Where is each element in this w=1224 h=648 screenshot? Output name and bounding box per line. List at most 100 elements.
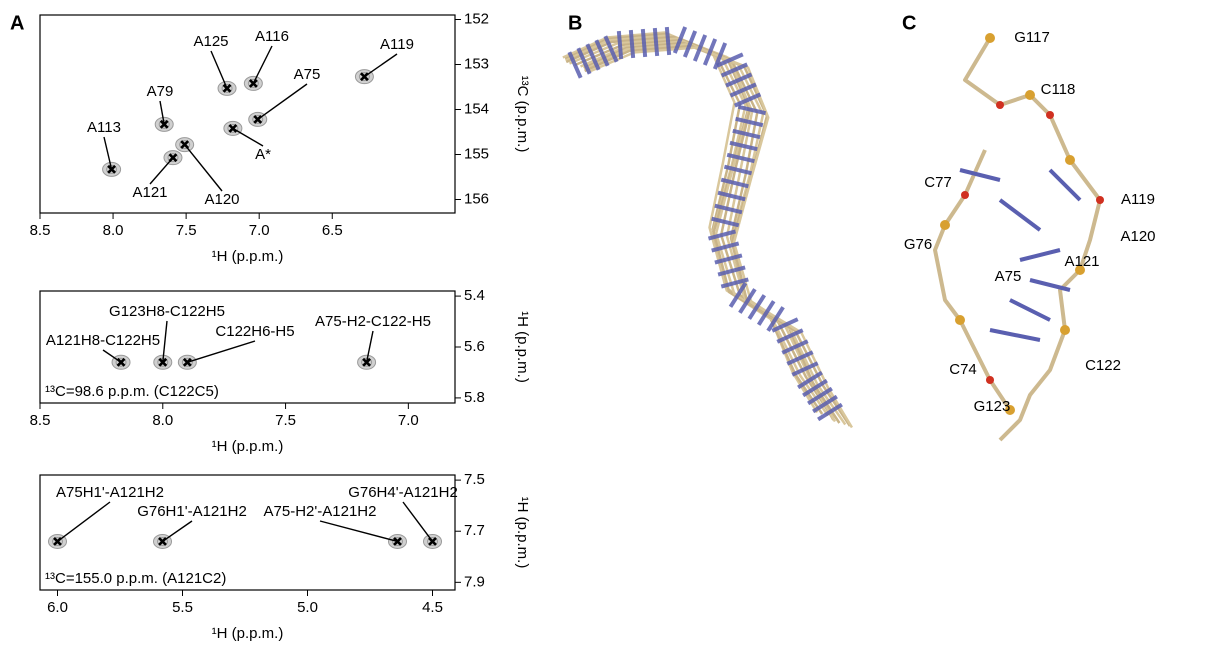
leader-line	[252, 45, 273, 84]
contour	[157, 536, 168, 546]
annotation: ¹³C=98.6 p.p.m. (C122C5)	[45, 383, 219, 400]
base-stack	[728, 282, 748, 308]
base-stack	[807, 386, 833, 406]
base-stack	[729, 82, 757, 98]
base-stack	[812, 394, 838, 414]
base-stack	[702, 38, 718, 66]
leader-line	[210, 50, 228, 89]
contour	[427, 536, 438, 546]
x-tick-label: 7.5	[176, 222, 197, 239]
contour	[361, 357, 373, 367]
contour	[392, 536, 403, 546]
base-stack	[714, 253, 743, 265]
x-tick-label: 5.5	[172, 599, 193, 616]
leader-line	[162, 320, 168, 363]
x-tick-label: 5.0	[297, 599, 318, 616]
y-tick-label: 153	[464, 55, 489, 72]
base	[1019, 248, 1061, 262]
plot-frame	[39, 14, 456, 214]
base-stack	[717, 265, 746, 277]
y-tick-label: 5.4	[464, 287, 485, 304]
backbone	[933, 149, 1012, 412]
x-tick-label: 8.0	[152, 412, 173, 429]
base-stack	[791, 361, 819, 377]
x-tick-label: 4.5	[422, 599, 443, 616]
x-tick-label: 6.0	[47, 599, 68, 616]
base-stack	[797, 370, 823, 390]
atom	[1065, 155, 1075, 165]
atom	[1005, 405, 1015, 415]
base-stack	[603, 35, 619, 63]
x-tick-label: 8.5	[30, 412, 51, 429]
y-tick-label: 5.6	[464, 338, 485, 355]
residue-label: A121	[1064, 253, 1099, 270]
atom	[1075, 265, 1085, 275]
contour	[106, 164, 118, 174]
base-stack	[711, 241, 740, 253]
structure-ensemble	[562, 26, 854, 429]
panel-label: B	[568, 12, 582, 34]
peak-label: A119	[380, 36, 414, 53]
base-stack	[594, 39, 610, 67]
peak-label: A120	[204, 191, 239, 208]
x-axis-title: ¹H (p.p.m.)	[212, 438, 284, 455]
y-axis-title: ¹H (p.p.m.)	[514, 311, 531, 383]
base-stack	[716, 52, 744, 68]
residue-label: G123	[974, 398, 1011, 415]
contour	[115, 357, 127, 367]
contour	[227, 123, 239, 133]
base-stack	[817, 402, 843, 422]
base-stack	[786, 350, 814, 366]
leader-line	[319, 520, 398, 543]
leader-line	[103, 136, 113, 170]
leader-line	[102, 349, 122, 363]
x-tick-label: 6.5	[322, 222, 343, 239]
base-stack	[576, 47, 592, 75]
y-tick-label: 154	[464, 100, 489, 117]
base	[998, 198, 1042, 232]
peak-marker	[159, 119, 169, 129]
leader-line	[364, 53, 398, 78]
base	[1009, 298, 1051, 322]
leader-line	[159, 100, 165, 125]
residue-label: C77	[924, 174, 952, 191]
backbone	[580, 40, 837, 423]
leader-line	[57, 501, 111, 543]
contour	[167, 153, 179, 163]
base-stack	[733, 92, 762, 108]
base-stack	[732, 128, 761, 140]
peak-label: A116	[255, 28, 289, 45]
base-stack	[747, 294, 767, 320]
peak-marker	[248, 78, 258, 88]
leader-line	[232, 127, 264, 147]
base-stack	[567, 51, 583, 79]
residue-label: C74	[949, 361, 977, 378]
structure-detail: G117 C118 A119 C77 G76 A120 A121 A75 C74 C122 G123	[904, 29, 1156, 442]
base-stack	[776, 328, 804, 344]
y-tick-label: 7.5	[464, 471, 485, 488]
base-stack	[725, 72, 753, 88]
base-stack	[738, 288, 757, 314]
backbone	[564, 32, 824, 415]
peak-label: G76H1'-A121H2	[137, 503, 247, 520]
peak-label: G123H8-C122H5	[109, 303, 225, 320]
base-stack	[717, 190, 746, 202]
contour	[52, 536, 63, 546]
base-stack	[723, 164, 753, 176]
base-stack	[692, 34, 708, 62]
leader-line	[184, 144, 223, 192]
peak-label: A113	[87, 119, 121, 136]
x-tick-label: 7.0	[398, 412, 419, 429]
annotation: ¹³C=155.0 p.p.m. (A121C2)	[45, 570, 226, 587]
base-stack	[802, 378, 828, 398]
backbone	[562, 31, 819, 414]
residue-label: A120	[1120, 228, 1155, 245]
residue-label: G76	[904, 236, 932, 253]
panel-label: A	[10, 12, 24, 34]
y-tick-label: 7.9	[464, 573, 485, 590]
y-tick-label: 7.7	[464, 522, 485, 539]
base-stack	[766, 306, 785, 332]
contour	[181, 357, 193, 367]
base-stack	[652, 27, 660, 57]
base-stack	[712, 42, 728, 70]
